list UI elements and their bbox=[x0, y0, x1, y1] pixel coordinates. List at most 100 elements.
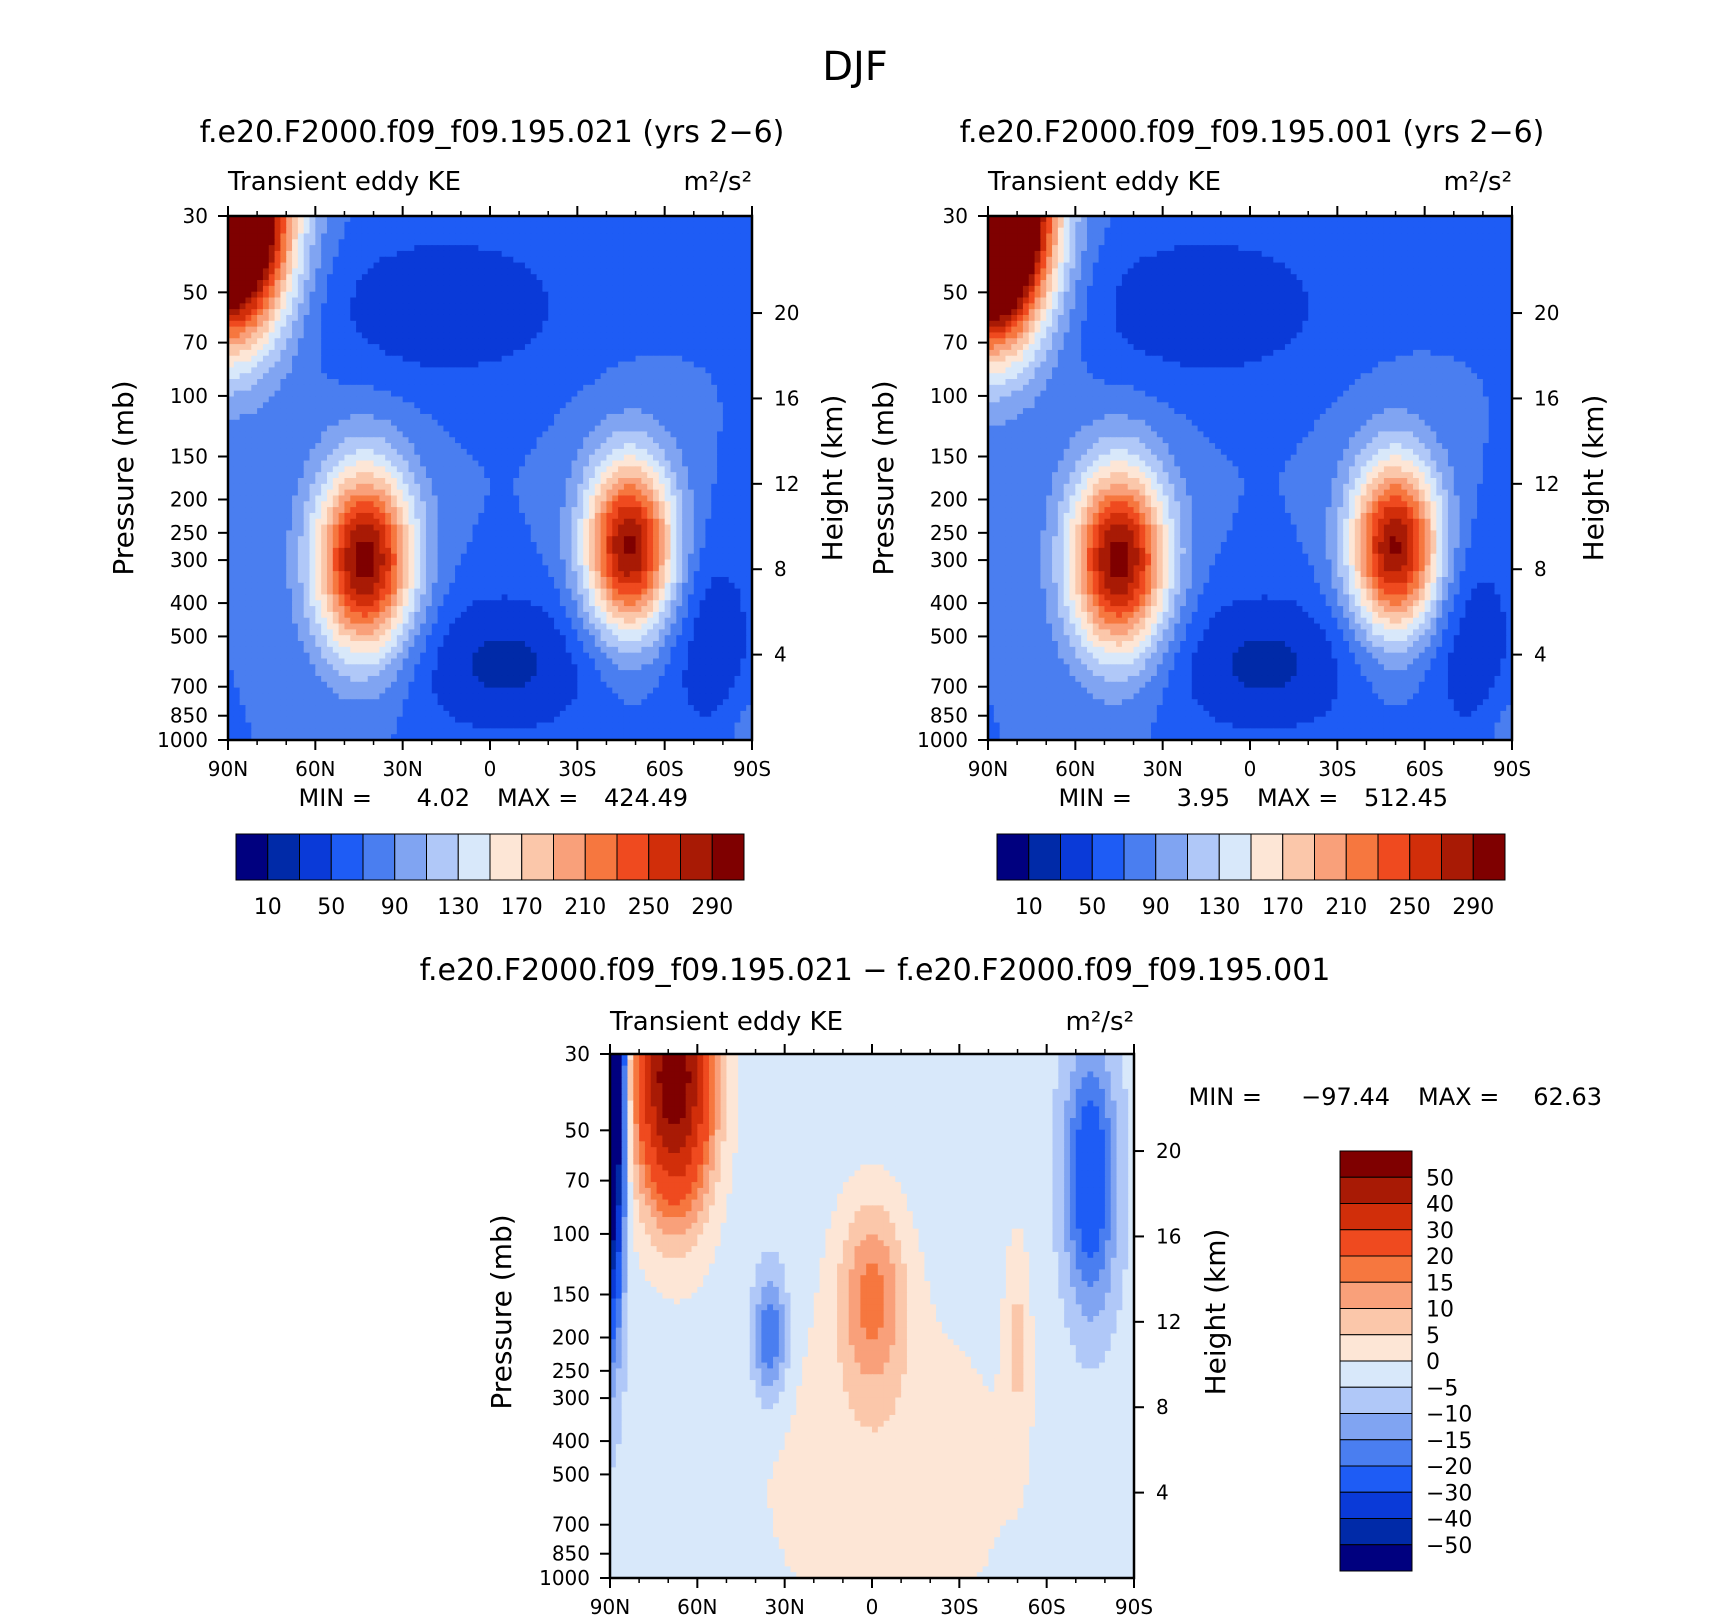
contour-cell bbox=[548, 262, 555, 269]
contour-cell bbox=[356, 262, 363, 269]
contour-cell bbox=[280, 379, 287, 386]
contour-cell bbox=[623, 437, 631, 444]
contour-cell bbox=[455, 443, 462, 450]
contour-cell bbox=[676, 320, 683, 328]
contour-cell bbox=[728, 297, 736, 304]
contour-cell bbox=[687, 245, 695, 252]
figure-title: DJF bbox=[822, 44, 888, 90]
contour-cell bbox=[297, 303, 305, 310]
contour-cell bbox=[321, 489, 328, 497]
contour-cell bbox=[338, 280, 346, 287]
contour-cell bbox=[338, 443, 346, 450]
contour-cell bbox=[466, 262, 474, 269]
contour-cell bbox=[350, 280, 357, 287]
contour-cell bbox=[728, 216, 736, 223]
contour-cell bbox=[431, 344, 439, 351]
contour-cell bbox=[315, 512, 322, 520]
contour-cell bbox=[559, 384, 567, 392]
contour-cell bbox=[257, 227, 264, 235]
contour-cell bbox=[420, 227, 427, 235]
contour-cell bbox=[367, 396, 375, 403]
contour-cell bbox=[507, 431, 514, 438]
contour-cell bbox=[414, 466, 421, 473]
contour-cell bbox=[379, 268, 386, 275]
contour-cell bbox=[420, 408, 427, 415]
contour-cell bbox=[367, 431, 375, 438]
contour-cell bbox=[583, 349, 590, 357]
contour-cell bbox=[257, 367, 264, 374]
contour-cell bbox=[588, 355, 596, 363]
contour-cell bbox=[228, 390, 235, 398]
contour-cell bbox=[251, 221, 258, 229]
contour-cell bbox=[577, 314, 584, 322]
contour-cell bbox=[658, 425, 666, 433]
contour-cell bbox=[670, 518, 677, 526]
contour-cell bbox=[460, 408, 468, 415]
contour-cell bbox=[356, 274, 363, 281]
contour-cell bbox=[705, 443, 712, 450]
contour-cell bbox=[449, 297, 456, 304]
contour-cell bbox=[472, 274, 479, 281]
contour-cell bbox=[524, 314, 532, 322]
contour-cell bbox=[670, 396, 677, 403]
contour-cell bbox=[606, 530, 613, 537]
contour-cell bbox=[635, 507, 642, 514]
contour-cell bbox=[583, 413, 590, 421]
contour-cell bbox=[373, 256, 380, 264]
contour-cell bbox=[379, 355, 386, 363]
contour-cell bbox=[228, 507, 235, 514]
contour-cell bbox=[478, 250, 485, 258]
contour-cell bbox=[606, 274, 613, 281]
contour-cell bbox=[437, 367, 445, 374]
contour-cell bbox=[670, 466, 677, 473]
contour-cell bbox=[257, 285, 264, 293]
contour-cell bbox=[297, 478, 305, 485]
contour-cell bbox=[490, 489, 497, 497]
contour-cell bbox=[297, 518, 305, 526]
contour-cell bbox=[443, 483, 450, 491]
contour-cell bbox=[268, 384, 276, 392]
contour-cell bbox=[635, 402, 642, 409]
contour-cell bbox=[623, 431, 631, 438]
contour-cell bbox=[280, 466, 287, 473]
contour-cell bbox=[321, 460, 328, 467]
contour-cell bbox=[571, 297, 578, 304]
contour-cell bbox=[274, 489, 281, 497]
contour-cell bbox=[623, 507, 631, 514]
contour-cell bbox=[734, 384, 741, 392]
contour-cell bbox=[623, 495, 631, 502]
contour-cell bbox=[513, 431, 520, 438]
contour-cell bbox=[565, 402, 573, 409]
contour-cell bbox=[606, 495, 613, 502]
contour-cell bbox=[391, 518, 398, 526]
contour-cell bbox=[501, 344, 509, 351]
contour-cell bbox=[641, 303, 648, 310]
contour-cell bbox=[687, 256, 695, 264]
contour-cell bbox=[460, 291, 468, 299]
contour-cell bbox=[495, 472, 503, 479]
contour-cell bbox=[670, 216, 677, 223]
contour-cell bbox=[705, 483, 712, 491]
contour-cell bbox=[682, 454, 689, 462]
contour-cell bbox=[583, 507, 590, 514]
contour-cell bbox=[600, 373, 608, 380]
contour-cell bbox=[554, 466, 561, 473]
contour-cell bbox=[350, 338, 357, 345]
contour-cell bbox=[612, 472, 619, 479]
contour-cell bbox=[519, 489, 526, 497]
contour-cell bbox=[565, 390, 573, 398]
contour-cell bbox=[274, 448, 281, 456]
contour-cell bbox=[559, 297, 567, 304]
contour-cell bbox=[455, 408, 462, 415]
contour-cell bbox=[594, 361, 602, 368]
contour-cell bbox=[583, 216, 590, 223]
contour-cell bbox=[472, 361, 479, 368]
contour-cell bbox=[228, 256, 235, 264]
contour-cell bbox=[554, 216, 561, 223]
contour-cell bbox=[414, 239, 421, 246]
contour-cell bbox=[297, 437, 305, 444]
contour-cell bbox=[699, 431, 707, 438]
contour-cell bbox=[670, 483, 677, 491]
contour-cell bbox=[233, 466, 241, 473]
contour-cell bbox=[373, 332, 380, 339]
